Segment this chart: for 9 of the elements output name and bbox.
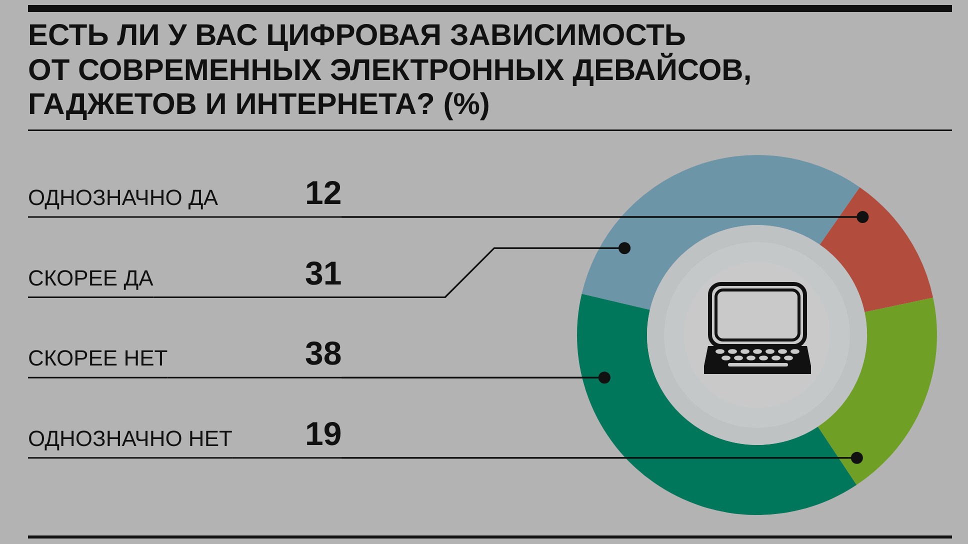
chart-title: ЕСТЬ ЛИ У ВАС ЦИФРОВАЯ ЗАВИСИМОСТЬ ОТ СОВРЕМЕННЫХ ЭЛЕКТРОННЫХ ДЕВАЙСОВ, ГАДЖЕТОВ И ИНТЕРНЕТА? (%) <box>28 19 752 122</box>
data-label: 31 <box>305 254 342 292</box>
data-label: 38 <box>305 334 342 372</box>
slice-label: ОДНОЗНАЧНО ДА <box>28 185 218 210</box>
data-label: 12 <box>305 174 342 211</box>
slice-label: ОДНОЗНАЧНО НЕТ <box>28 426 232 451</box>
data-label: 19 <box>305 414 342 452</box>
slice-label: СКОРЕЕ НЕТ <box>28 346 168 371</box>
slice-label: СКОРЕЕ ДА <box>28 265 154 290</box>
